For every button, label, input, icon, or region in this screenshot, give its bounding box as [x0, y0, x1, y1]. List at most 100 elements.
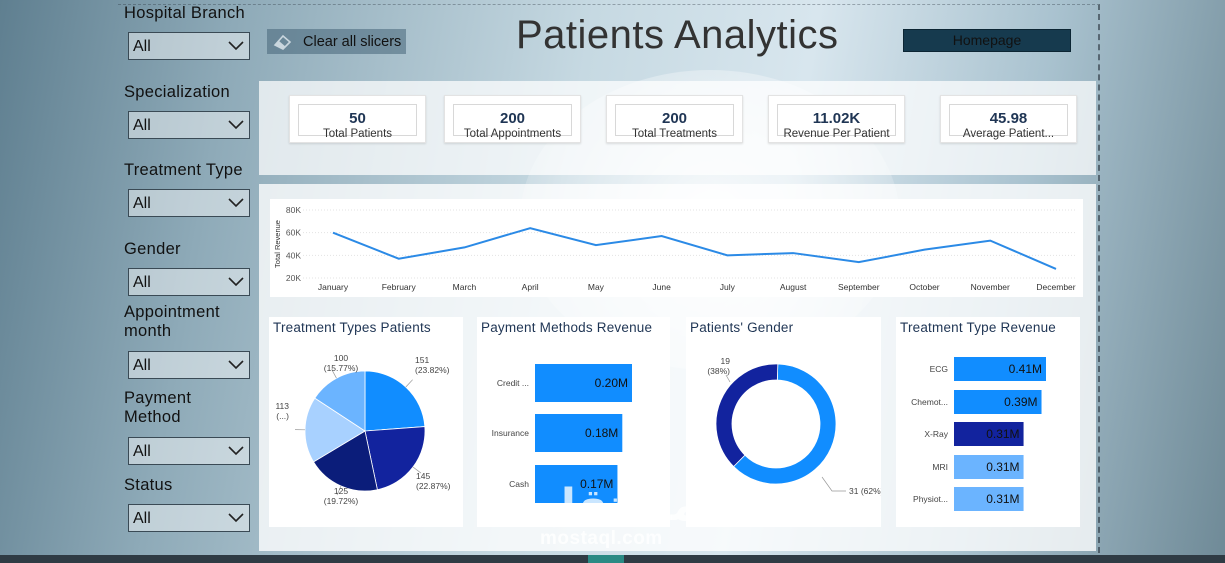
payment-methods-bar-card[interactable]: Payment Methods Revenue Credit ... 0.20M I… — [477, 317, 670, 527]
data-point[interactable] — [660, 234, 664, 238]
pie-data-label: 125 — [334, 486, 348, 496]
bar[interactable] — [954, 390, 1042, 414]
bar[interactable] — [954, 455, 1024, 479]
watermark-latin: mostaql.com — [540, 528, 663, 549]
slicer-dropdown[interactable]: All — [128, 351, 250, 379]
category-label: Credit ... — [497, 378, 529, 388]
slicer-value: All — [133, 274, 151, 291]
category-label: X-Ray — [924, 429, 948, 439]
slicer-label: Gender — [124, 240, 181, 258]
pie-slice[interactable] — [364, 370, 426, 432]
data-point[interactable] — [988, 239, 992, 243]
data-point[interactable] — [331, 231, 335, 235]
kpi-card[interactable]: 50 Total Patients — [289, 95, 426, 143]
chevron-down-icon — [228, 198, 244, 208]
x-tick-label: April — [522, 282, 539, 292]
bar[interactable] — [954, 357, 1046, 381]
data-point[interactable] — [857, 260, 861, 264]
y-tick-label: 40K — [286, 250, 301, 260]
pie-data-label: 145 — [416, 471, 430, 481]
gender-donut-card[interactable]: Patients' Gender 31 (62%) 19 (38%) — [686, 317, 884, 527]
donut-data-pct: (38%) — [707, 366, 730, 376]
y-tick-label: 20K — [286, 273, 301, 283]
active-page-tab[interactable] — [588, 555, 624, 563]
donut-slice[interactable] — [733, 363, 837, 485]
data-point[interactable] — [923, 248, 927, 252]
kpi-value: 45.98 — [989, 110, 1028, 127]
slicer-value: All — [133, 443, 151, 460]
data-point[interactable] — [594, 243, 598, 247]
homepage-button[interactable]: Homepage — [903, 29, 1071, 52]
donut-data-label: 31 (62%) — [849, 486, 881, 496]
pie-slice[interactable] — [304, 397, 366, 463]
slicer-dropdown[interactable]: All — [128, 268, 250, 296]
bar[interactable] — [535, 364, 632, 402]
pie-slice[interactable] — [314, 370, 366, 432]
revenue-series-line — [332, 227, 1057, 270]
kpi-label: Total Treatments — [631, 128, 717, 140]
page-tab-bar — [0, 555, 1225, 563]
treatment-revenue-bar-svg: ECG 0.41M Chemot... 0.39M X-Ray 0.31M MRI 0.31M… — [911, 357, 1046, 511]
bar[interactable] — [535, 414, 623, 452]
data-point[interactable] — [791, 251, 795, 255]
pie-slice[interactable] — [312, 430, 378, 492]
kpi-inner: 200 Total Appointments — [453, 104, 572, 140]
data-point[interactable] — [725, 253, 729, 257]
kpi-inner: 200 Total Treatments — [615, 104, 734, 140]
data-point[interactable] — [528, 226, 532, 230]
kpi-card[interactable]: 200 Total Treatments — [606, 95, 743, 143]
data-point[interactable] — [1054, 267, 1058, 271]
treatment-types-pie-card[interactable]: Treatment Types Patients 151 (23.82%) 145(… — [269, 317, 463, 527]
data-point[interactable] — [462, 245, 466, 249]
gender-donut-svg: 31 (62%) 19(38%) — [707, 356, 883, 496]
bar[interactable] — [954, 487, 1024, 511]
slicer-value: All — [133, 117, 151, 134]
category-label: Physiot... — [913, 494, 948, 504]
kpi-value: 200 — [499, 110, 526, 127]
slicer-dropdown[interactable]: All — [128, 504, 250, 532]
chevron-down-icon — [228, 277, 244, 287]
payment-methods-bar-svg: Credit ... 0.20M Insurance 0.18M Cash 0.17M — [492, 364, 632, 503]
kpi-card[interactable]: 200 Total Appointments — [444, 95, 581, 143]
homepage-label: Homepage — [952, 32, 1022, 48]
slicer-label: Treatment Type — [124, 161, 243, 179]
treatment-types-pie-svg: 151(23.82%) 145(22.87%) 125(19.72%) 113(...… — [275, 353, 451, 506]
x-tick-label: October — [909, 282, 939, 292]
pie-slice[interactable] — [364, 426, 426, 491]
bar-value-label: 0.41M — [1009, 362, 1042, 376]
chevron-down-icon — [228, 120, 244, 130]
kpi-panel: 50 Total Patients 200 Total Appointments 200… — [259, 81, 1096, 175]
slicer-dropdown[interactable]: All — [128, 111, 250, 139]
clear-slicers-button[interactable]: Clear all slicers — [267, 29, 406, 54]
bar-value-label: 0.39M — [1004, 395, 1037, 409]
bar-value-label: 0.17M — [580, 477, 613, 491]
slicer-dropdown[interactable]: All — [128, 437, 250, 465]
bar-value-label: 0.20M — [595, 376, 628, 390]
kpi-card[interactable]: 45.98 Average Patient... — [940, 95, 1077, 143]
kpi-label: Revenue Per Patient — [783, 128, 890, 140]
bar[interactable] — [535, 465, 618, 503]
kpi-value: 50 — [349, 110, 366, 127]
bar[interactable] — [954, 422, 1024, 446]
x-tick-label: August — [780, 282, 807, 292]
kpi-label: Average Patient... — [962, 128, 1055, 140]
pie-data-pct: (23.82%) — [415, 365, 450, 375]
slicer-dropdown[interactable]: All — [128, 32, 250, 60]
x-tick-label: November — [971, 282, 1010, 292]
kpi-card[interactable]: 11.02K Revenue Per Patient — [768, 95, 905, 143]
category-label: Cash — [509, 479, 529, 489]
slicer-label: Appointment month — [124, 303, 220, 340]
x-tick-label: February — [382, 282, 417, 292]
watermark: مستقل mostaql.com — [538, 480, 699, 552]
slicer-dropdown[interactable]: All — [128, 189, 250, 217]
treatment-revenue-bar-card[interactable]: Treatment Type Revenue ECG 0.41M Chemot...… — [896, 317, 1080, 527]
pie-data-label: 151 — [415, 355, 429, 365]
pie-data-pct: (22.87%) — [416, 481, 451, 491]
slicer-value: All — [133, 357, 151, 374]
leader-line — [336, 485, 342, 496]
donut-slice[interactable] — [715, 363, 779, 468]
revenue-line-chart[interactable]: 20K 40K 60K 80K Total Revenue January February… — [270, 199, 1083, 297]
category-label: ECG — [930, 364, 948, 374]
data-point[interactable] — [397, 257, 401, 261]
leader-line — [725, 374, 731, 383]
